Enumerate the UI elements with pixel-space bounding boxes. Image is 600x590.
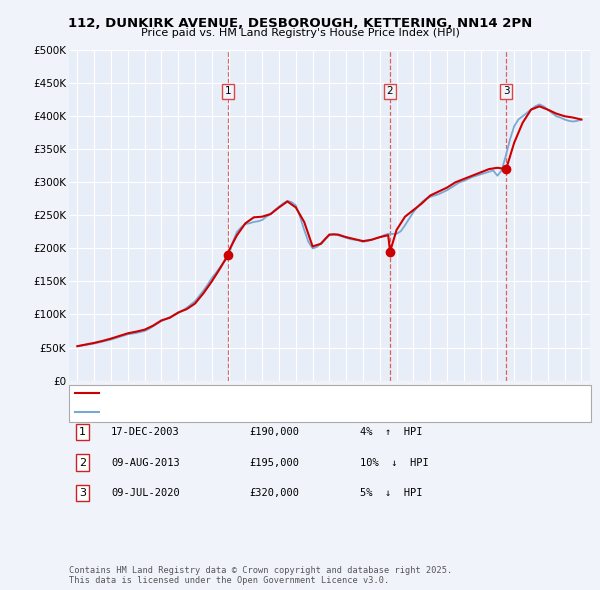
- Text: 3: 3: [503, 87, 509, 96]
- Text: 3: 3: [79, 489, 86, 498]
- Text: 4%  ↑  HPI: 4% ↑ HPI: [360, 427, 422, 437]
- Text: 112, DUNKIRK AVENUE, DESBOROUGH, KETTERING, NN14 2PN (detached house): 112, DUNKIRK AVENUE, DESBOROUGH, KETTERI…: [102, 388, 497, 398]
- Text: 5%  ↓  HPI: 5% ↓ HPI: [360, 489, 422, 498]
- Text: 17-DEC-2003: 17-DEC-2003: [111, 427, 180, 437]
- Text: 10%  ↓  HPI: 10% ↓ HPI: [360, 458, 429, 467]
- Text: £320,000: £320,000: [249, 489, 299, 498]
- Text: Contains HM Land Registry data © Crown copyright and database right 2025.
This d: Contains HM Land Registry data © Crown c…: [69, 566, 452, 585]
- Text: 2: 2: [79, 458, 86, 467]
- Text: 09-AUG-2013: 09-AUG-2013: [111, 458, 180, 467]
- Text: HPI: Average price, detached house, North Northamptonshire: HPI: Average price, detached house, Nort…: [102, 407, 403, 417]
- Text: £190,000: £190,000: [249, 427, 299, 437]
- Text: 112, DUNKIRK AVENUE, DESBOROUGH, KETTERING, NN14 2PN: 112, DUNKIRK AVENUE, DESBOROUGH, KETTERI…: [68, 17, 532, 30]
- Text: 2: 2: [387, 87, 394, 96]
- Text: £195,000: £195,000: [249, 458, 299, 467]
- Text: 09-JUL-2020: 09-JUL-2020: [111, 489, 180, 498]
- Text: 1: 1: [79, 427, 86, 437]
- Text: Price paid vs. HM Land Registry's House Price Index (HPI): Price paid vs. HM Land Registry's House …: [140, 28, 460, 38]
- Text: 1: 1: [224, 87, 231, 96]
